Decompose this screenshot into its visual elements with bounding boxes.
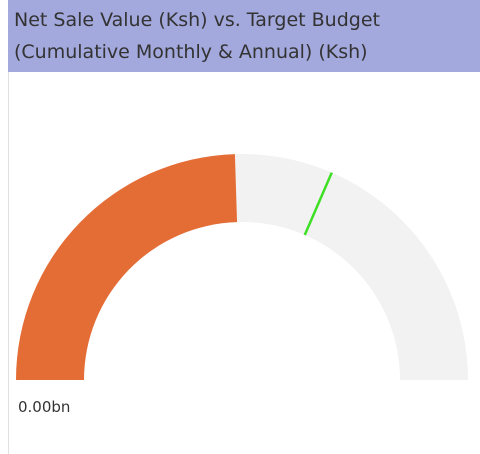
min-label: 0.00bn [18, 398, 70, 416]
title-line: (Cumulative Monthly & Annual) (Ksh) [14, 41, 368, 63]
title-bar [8, 0, 480, 72]
title-line: Net Sale Value (Ksh) vs. Target Budget [14, 9, 380, 31]
gauge-value [16, 154, 238, 380]
gauge-target [303, 172, 333, 236]
